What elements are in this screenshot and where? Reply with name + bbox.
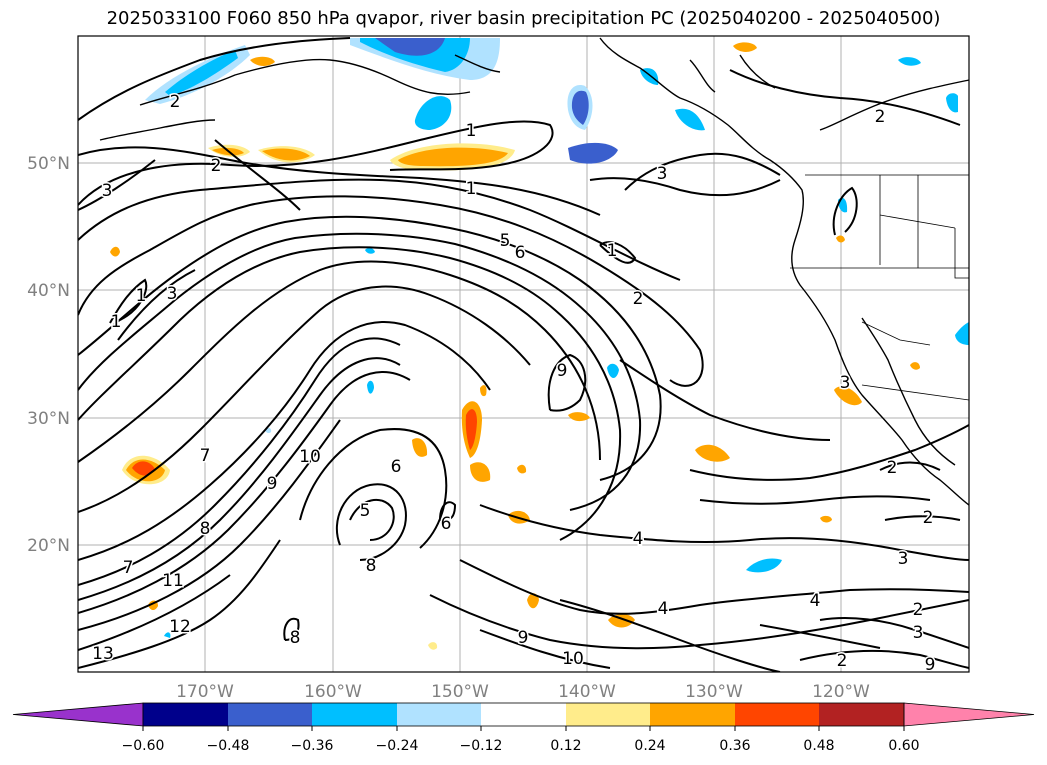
contour-label: 3 xyxy=(898,549,909,569)
contour-label: 7 xyxy=(123,558,134,578)
lat-label: 30°N xyxy=(27,409,70,429)
contour-label: 9 xyxy=(518,628,529,648)
contour-label: 2 xyxy=(170,92,181,112)
contour-label: 1 xyxy=(111,312,122,332)
lon-label: 120°W xyxy=(812,682,870,702)
contour-label: 1 xyxy=(466,179,477,199)
colorbar-segment xyxy=(566,703,650,726)
colorbar-segment xyxy=(819,703,904,726)
borders xyxy=(790,174,969,401)
lon-label: 160°W xyxy=(304,682,362,702)
contour-label: 5 xyxy=(360,501,371,521)
contour-label: 8 xyxy=(200,519,211,539)
contour-label: 1 xyxy=(607,241,618,261)
graticule xyxy=(78,36,969,672)
colorbar-tick-label: 0.36 xyxy=(719,738,750,754)
contour-label: 7 xyxy=(200,446,211,466)
lat-label: 50°N xyxy=(27,154,70,174)
contour-label: 4 xyxy=(810,591,821,611)
contour-label: 2 xyxy=(211,156,222,176)
colorbar-segment xyxy=(312,703,397,726)
lat-label: 20°N xyxy=(27,536,70,556)
contour-label: 12 xyxy=(169,617,191,637)
contour-label: 2 xyxy=(923,508,934,528)
qvapor-contours xyxy=(78,37,969,672)
colorbar-segment xyxy=(650,703,735,726)
colorbar-tick-label: −0.36 xyxy=(291,738,334,754)
colorbar-segment xyxy=(735,703,819,726)
colorbar-tick-label: 0.60 xyxy=(888,738,919,754)
contour-label: 4 xyxy=(658,599,669,619)
contour-label: 3 xyxy=(657,164,668,184)
colorbar-ticks: −0.60 −0.48 −0.36 −0.24 −0.12 0.12 0.24 … xyxy=(122,738,920,754)
colorbar-extend-high xyxy=(903,702,1035,727)
contour-label: 9 xyxy=(267,474,278,494)
contour-label: 10 xyxy=(562,649,584,669)
contour-label: 11 xyxy=(162,571,184,591)
contour-label: 3 xyxy=(167,284,178,304)
colorbar-tick-label: −0.60 xyxy=(122,738,165,754)
colorbar-tick-label: 0.24 xyxy=(634,738,665,754)
lon-label: 130°W xyxy=(685,682,743,702)
contour-label: 1 xyxy=(466,121,477,141)
contour-label: 2 xyxy=(887,458,898,478)
plot-title: 2025033100 F060 850 hPa qvapor, river ba… xyxy=(106,8,941,29)
lat-label: 40°N xyxy=(27,281,70,301)
contour-label: 10 xyxy=(299,447,321,467)
precip-shading xyxy=(110,38,969,650)
contour-label: 2 xyxy=(633,289,644,309)
colorbar-segment xyxy=(481,703,566,726)
contour-label: 1 xyxy=(136,286,147,306)
contour-label: 3 xyxy=(913,623,924,643)
contour-label: 4 xyxy=(633,529,644,549)
colorbar-outline xyxy=(142,702,905,727)
contour-label: 2 xyxy=(913,600,924,620)
contour-label: 2 xyxy=(875,107,886,127)
contour-label: 9 xyxy=(925,655,936,675)
contour-label: 13 xyxy=(92,644,114,664)
map-frame xyxy=(77,35,970,673)
colorbar-tick-label: −0.12 xyxy=(460,738,503,754)
contour-label: 2 xyxy=(837,651,848,671)
lon-label: 150°W xyxy=(431,682,489,702)
colorbar xyxy=(12,702,1035,731)
contour-label: 8 xyxy=(290,628,301,648)
contour-label: 8 xyxy=(366,556,377,576)
colorbar-tick-label: −0.24 xyxy=(376,738,419,754)
colorbar-tick-label: 0.48 xyxy=(803,738,834,754)
latitude-labels: 50°N 40°N 30°N 20°N xyxy=(27,154,70,556)
contour-label: 9 xyxy=(557,361,568,381)
colorbar-tick-label: 0.12 xyxy=(550,738,581,754)
colorbar-segment xyxy=(143,703,228,726)
coastlines xyxy=(99,37,969,506)
contour-label: 6 xyxy=(441,514,452,534)
longitude-labels: 170°W 160°W 150°W 140°W 130°W 120°W xyxy=(176,682,870,702)
contour-label: 6 xyxy=(515,243,526,263)
colorbar-segment xyxy=(397,703,481,726)
contour-label: 6 xyxy=(391,457,402,477)
contour-label: 5 xyxy=(500,231,511,251)
colorbar-extend-low xyxy=(12,702,144,727)
colorbar-tick-label: −0.48 xyxy=(207,738,250,754)
colorbar-segment xyxy=(228,703,312,726)
contour-label: 3 xyxy=(840,373,851,393)
lon-label: 140°W xyxy=(558,682,616,702)
contour-label: 3 xyxy=(102,181,113,201)
lon-label: 170°W xyxy=(176,682,234,702)
